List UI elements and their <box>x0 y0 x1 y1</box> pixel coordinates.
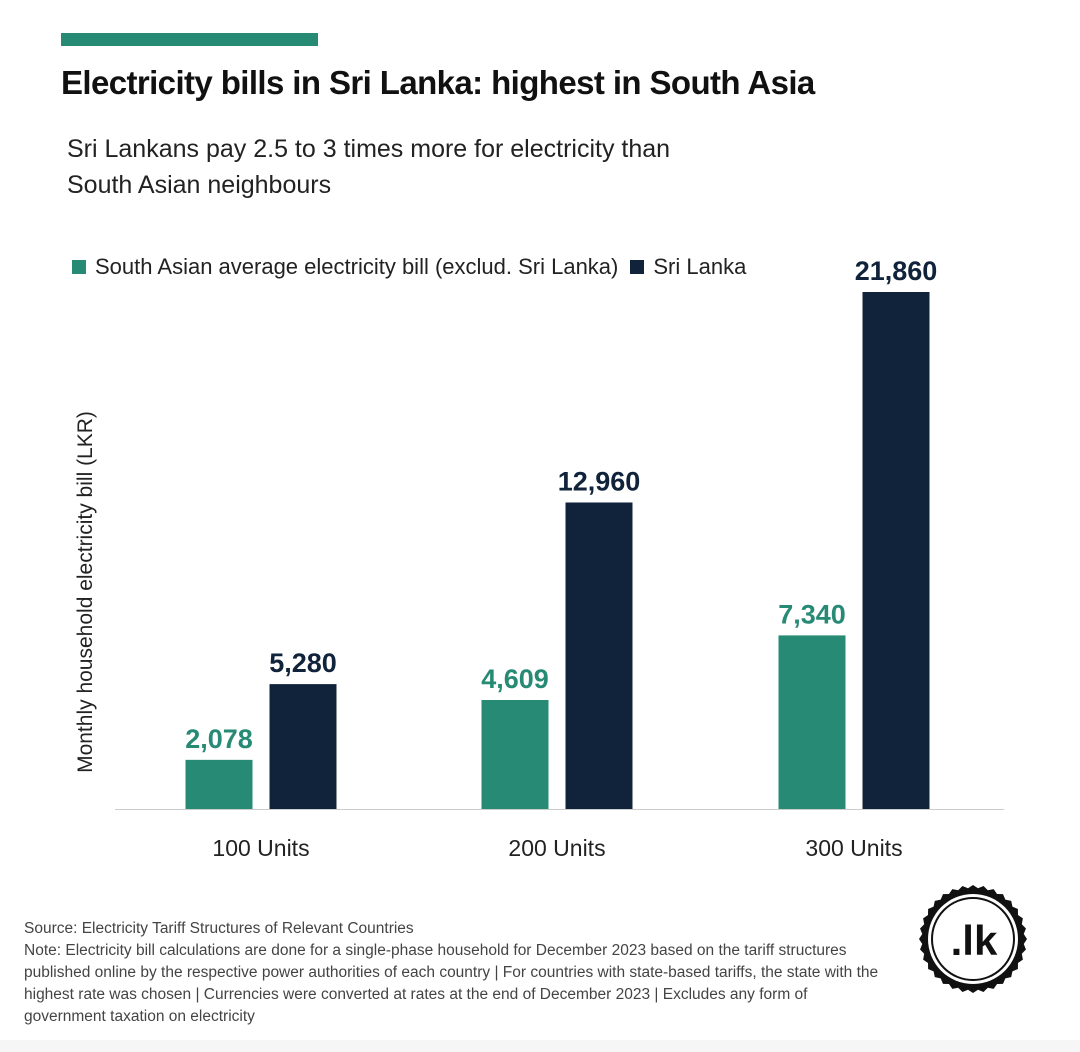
legend-swatch-sri-lanka <box>630 260 645 274</box>
x-tick-label-3: 300 Units <box>805 835 902 861</box>
data-label-south-asia-3: 7,340 <box>778 599 846 629</box>
bar-sri-lanka-2 <box>565 502 633 809</box>
legend-label-south-asia: South Asian average electricity bill (ex… <box>95 254 619 279</box>
bottom-strip <box>0 1040 1080 1052</box>
logo-text: .lk <box>951 917 998 964</box>
legend-item-sri-lanka: Sri Lanka <box>630 254 746 280</box>
legend-swatch-south-asia <box>72 260 86 274</box>
lk-seal-logo-icon: .lk <box>919 885 1027 993</box>
bar-south-asia-3 <box>778 635 846 809</box>
accent-bar <box>61 33 318 46</box>
bar-chart: 2,078 5,280 100 Units 4,609 12,960 200 Units 7… <box>115 256 1004 861</box>
bar-sri-lanka-1 <box>269 684 337 809</box>
chart-legend: South Asian average electricity bill (ex… <box>72 254 758 280</box>
data-label-sri-lanka-1: 5,280 <box>269 648 337 678</box>
bar-sri-lanka-3 <box>862 292 930 809</box>
chart-title: Electricity bills in Sri Lanka: highest … <box>61 64 815 101</box>
legend-item-south-asia: South Asian average electricity bill (ex… <box>72 254 618 280</box>
x-tick-label-2: 200 Units <box>508 835 605 861</box>
source-note: Source: Electricity Tariff Structures of… <box>24 920 414 937</box>
footnote: Source: Electricity Tariff Structures of… <box>24 918 884 1028</box>
x-tick-label-1: 100 Units <box>212 835 309 861</box>
data-label-sri-lanka-3: 21,860 <box>855 256 938 286</box>
bar-south-asia-1 <box>185 759 253 809</box>
data-label-south-asia-1: 2,078 <box>185 724 253 754</box>
chart-subtitle: Sri Lankans pay 2.5 to 3 times more for … <box>67 135 671 199</box>
bar-south-asia-2 <box>481 699 549 809</box>
methodology-note: Note: Electricity bill calculations are … <box>24 942 879 1025</box>
data-label-south-asia-2: 4,609 <box>481 664 549 694</box>
legend-label-sri-lanka: Sri Lanka <box>653 254 747 279</box>
data-label-sri-lanka-2: 12,960 <box>558 466 641 496</box>
